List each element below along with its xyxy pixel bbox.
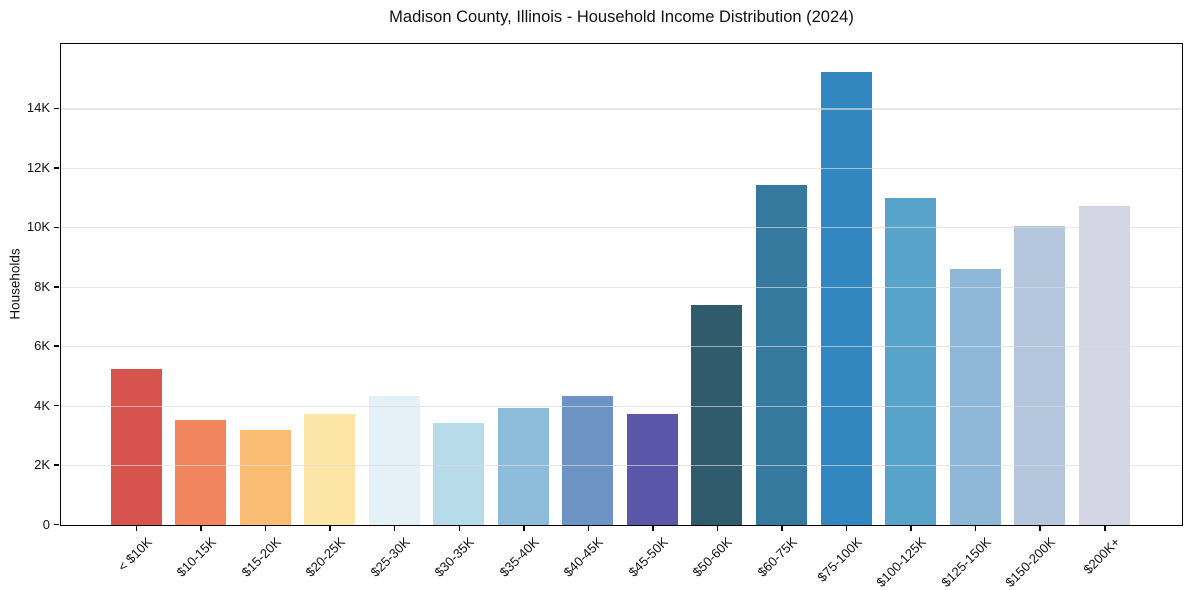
y-tick-label-8K: 8K	[34, 278, 50, 294]
y-tick-mark-14K	[54, 107, 59, 110]
bar-$20-25K	[304, 413, 356, 525]
x-tick-mark-$50-60K	[716, 526, 719, 531]
x-tick-mark-$60-75K	[781, 526, 783, 531]
y-tick-label-2K: 2K	[34, 457, 50, 473]
y-tick-mark-12K	[54, 167, 59, 169]
x-tick-mark-$10-15K	[200, 526, 202, 531]
x-tick-mark-$75-100K	[845, 526, 848, 531]
bar-$100-125K	[885, 198, 937, 525]
x-tick-mark-$100-125K	[910, 526, 912, 531]
y-tick-mark-4K	[54, 404, 59, 407]
bar-$45-50K	[626, 413, 678, 525]
bar-< $10K	[110, 369, 162, 525]
chart-title: Madison County, Illinois - Household Inc…	[389, 8, 854, 26]
x-tick-label-< $10K: < $10K	[114, 534, 155, 575]
x-tick-mark-$125-150K	[974, 526, 977, 531]
x-tick-mark-$35-40K	[523, 526, 525, 531]
gridline-2K	[61, 465, 1182, 467]
y-tick-label-6K: 6K	[34, 338, 50, 354]
gridline-14K	[61, 108, 1182, 110]
bar-$10-15K	[175, 419, 227, 525]
y-tick-label-0: 0	[42, 516, 50, 532]
y-tick-mark-0	[54, 523, 59, 526]
x-tick-mark-$40-45K	[587, 526, 590, 531]
y-tick-mark-6K	[54, 345, 59, 347]
x-tick-mark-$45-50K	[652, 526, 654, 531]
bar-$30-35K	[433, 422, 485, 525]
x-tick-mark-$15-20K	[264, 526, 267, 531]
gridline-8K	[61, 286, 1182, 288]
y-tick-label-14K: 14K	[26, 100, 50, 116]
gridline-12K	[61, 167, 1182, 169]
x-tick-mark-$20-25K	[329, 526, 331, 531]
x-tick-mark-$150-200K	[1039, 526, 1041, 531]
x-tick-mark-$30-35K	[458, 526, 460, 531]
y-tick-label-4K: 4K	[34, 397, 50, 413]
gridline-4K	[61, 405, 1182, 407]
x-tick-mark-$200K+	[1104, 526, 1106, 531]
bar-$150-200K	[1014, 226, 1066, 525]
bar-$40-45K	[562, 395, 614, 525]
x-tick-mark-< $10K	[135, 526, 138, 531]
y-tick-label-10K: 10K	[26, 219, 50, 235]
y-tick-mark-8K	[54, 286, 59, 288]
y-tick-mark-10K	[54, 226, 59, 228]
x-tick-mark-$25-30K	[393, 526, 396, 531]
bar-$25-30K	[368, 395, 420, 525]
bar-$125-150K	[949, 269, 1001, 525]
gridline-6K	[61, 346, 1182, 348]
y-tick-mark-2K	[54, 464, 59, 466]
bar-$60-75K	[756, 184, 807, 525]
gridline-10K	[61, 227, 1182, 229]
bar-$75-100K	[820, 71, 872, 525]
bar-$15-20K	[239, 429, 291, 525]
bar-$200K+	[1078, 205, 1130, 525]
plot-area	[60, 43, 1183, 526]
bar-$50-60K	[691, 305, 743, 525]
bar-$35-40K	[497, 407, 549, 525]
y-tick-label-12K: 12K	[26, 159, 50, 175]
